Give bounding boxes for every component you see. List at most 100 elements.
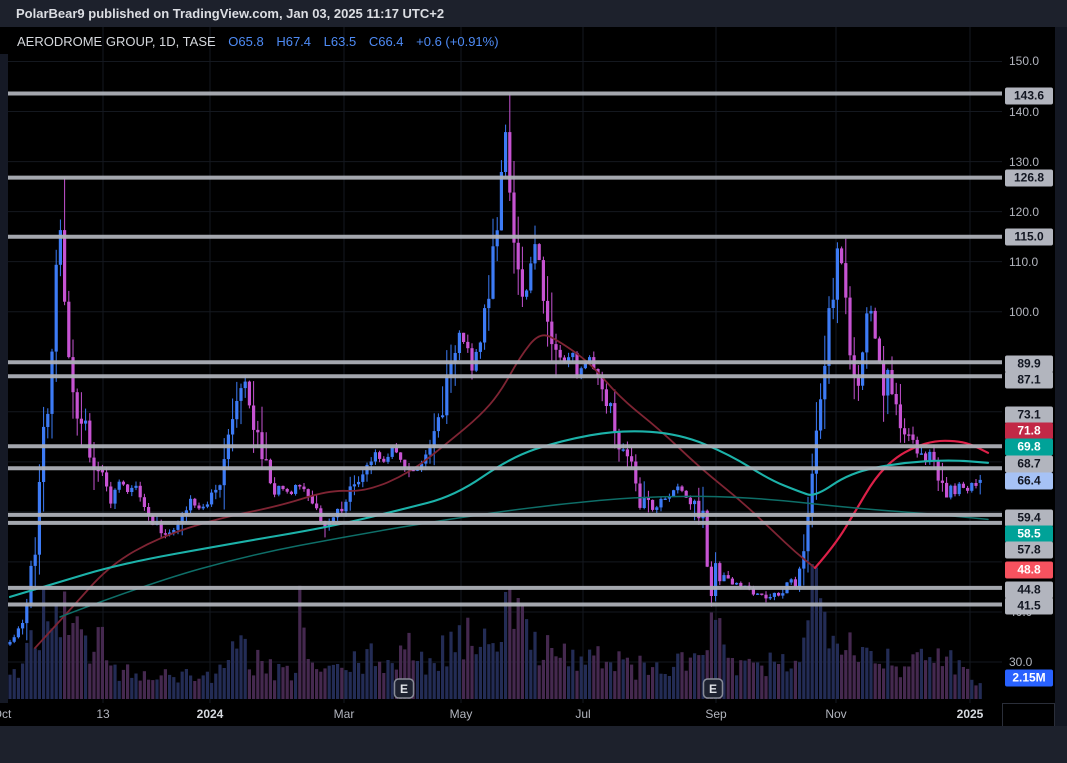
- volume-bar: [735, 675, 739, 699]
- volume-bar: [289, 680, 293, 699]
- candle: [210, 492, 214, 505]
- volume-bar: [667, 676, 671, 699]
- volume-bar: [21, 663, 25, 699]
- candle: [869, 310, 873, 314]
- volume-bar: [231, 641, 235, 699]
- candle: [520, 269, 524, 297]
- volume-bar: [210, 682, 214, 699]
- volume-bar: [273, 680, 277, 699]
- candle: [180, 516, 184, 525]
- candle: [777, 592, 781, 596]
- volume-bar: [294, 672, 298, 699]
- candle: [394, 447, 398, 453]
- left-gutter: [0, 54, 8, 730]
- volume-bar: [789, 668, 793, 699]
- candle: [491, 246, 495, 299]
- candle: [856, 377, 860, 386]
- volume-bar: [546, 635, 550, 699]
- candle: [693, 500, 697, 505]
- candle: [604, 389, 608, 406]
- volume-bar: [369, 643, 373, 699]
- volume-bar: [718, 618, 722, 699]
- volume-bar: [856, 662, 860, 699]
- candle: [840, 248, 844, 264]
- candle: [961, 483, 965, 488]
- volume-bar: [861, 647, 865, 699]
- volume-bar: [827, 648, 831, 699]
- volume-bar: [756, 662, 760, 699]
- candle: [121, 481, 125, 485]
- candle: [793, 579, 797, 587]
- volume-bar: [814, 567, 818, 699]
- volume-bar: [651, 667, 655, 699]
- volume-bar: [726, 657, 730, 699]
- volume-bar: [197, 678, 201, 699]
- volume-bar: [877, 663, 881, 699]
- candle: [516, 242, 520, 270]
- candle: [252, 405, 256, 430]
- volume-bar: [835, 643, 839, 699]
- symbol-title: AERODROME GROUP, 1D, TASE: [17, 34, 216, 49]
- volume-bar: [709, 612, 713, 699]
- price-badge-teal: 69.8: [1005, 438, 1053, 456]
- candle: [487, 298, 491, 309]
- candle: [848, 297, 852, 356]
- volume-bar: [810, 564, 814, 699]
- candle: [466, 341, 470, 349]
- volume-bar: [852, 655, 856, 699]
- volume-bar: [138, 680, 142, 699]
- volume-bar: [550, 648, 554, 699]
- candle: [659, 498, 663, 508]
- candle: [567, 357, 571, 363]
- time-axis[interactable]: Oct 13 2024 Mar May Jul Sep Nov 2025: [0, 703, 1002, 726]
- volume-bar: [134, 673, 138, 699]
- candle: [373, 452, 377, 462]
- price-axis[interactable]: 150.0140.0130.0120.0110.0100.040.030.014…: [1002, 27, 1055, 703]
- volume-bar: [399, 645, 403, 699]
- volume-bar: [571, 649, 575, 699]
- volume-bar: [63, 591, 67, 699]
- price-badge-gray: 115.0: [1005, 228, 1053, 246]
- volume-bar: [554, 656, 558, 699]
- candle: [835, 248, 839, 300]
- candle: [21, 623, 25, 629]
- volume-bar: [478, 646, 482, 699]
- volume-bar: [806, 620, 810, 699]
- volume-bar: [357, 663, 361, 699]
- candle: [84, 420, 88, 424]
- price-badge-teal: 58.5: [1005, 525, 1053, 543]
- candle: [470, 348, 474, 371]
- moving-averages-layer: [8, 334, 990, 649]
- candle: [33, 554, 37, 566]
- volume-bar: [630, 664, 634, 699]
- volume-bar: [613, 671, 617, 699]
- earnings-marker[interactable]: E: [393, 678, 415, 699]
- time-axis-label: Mar: [333, 707, 355, 721]
- volume-bar: [281, 667, 285, 699]
- candle: [932, 451, 936, 461]
- candle: [315, 503, 319, 509]
- volume-bar: [701, 655, 705, 699]
- candle: [243, 381, 247, 389]
- volume-bar: [247, 669, 251, 699]
- candle: [625, 449, 629, 457]
- candle: [478, 342, 482, 352]
- ma-maroon: [34, 334, 816, 649]
- candle: [294, 485, 298, 494]
- candle: [46, 413, 50, 427]
- earnings-marker[interactable]: E: [702, 678, 724, 699]
- price-axis-label: 120.0: [1009, 205, 1040, 219]
- volume-bar: [512, 628, 516, 699]
- ohlc-open: O65.8: [228, 34, 264, 49]
- candle: [357, 481, 361, 485]
- volume-bar: [844, 650, 848, 699]
- candle: [806, 515, 810, 552]
- candle: [562, 357, 566, 363]
- candle: [726, 575, 730, 579]
- candle: [277, 485, 281, 495]
- volume-bar: [449, 631, 453, 699]
- volume-bar: [915, 652, 919, 699]
